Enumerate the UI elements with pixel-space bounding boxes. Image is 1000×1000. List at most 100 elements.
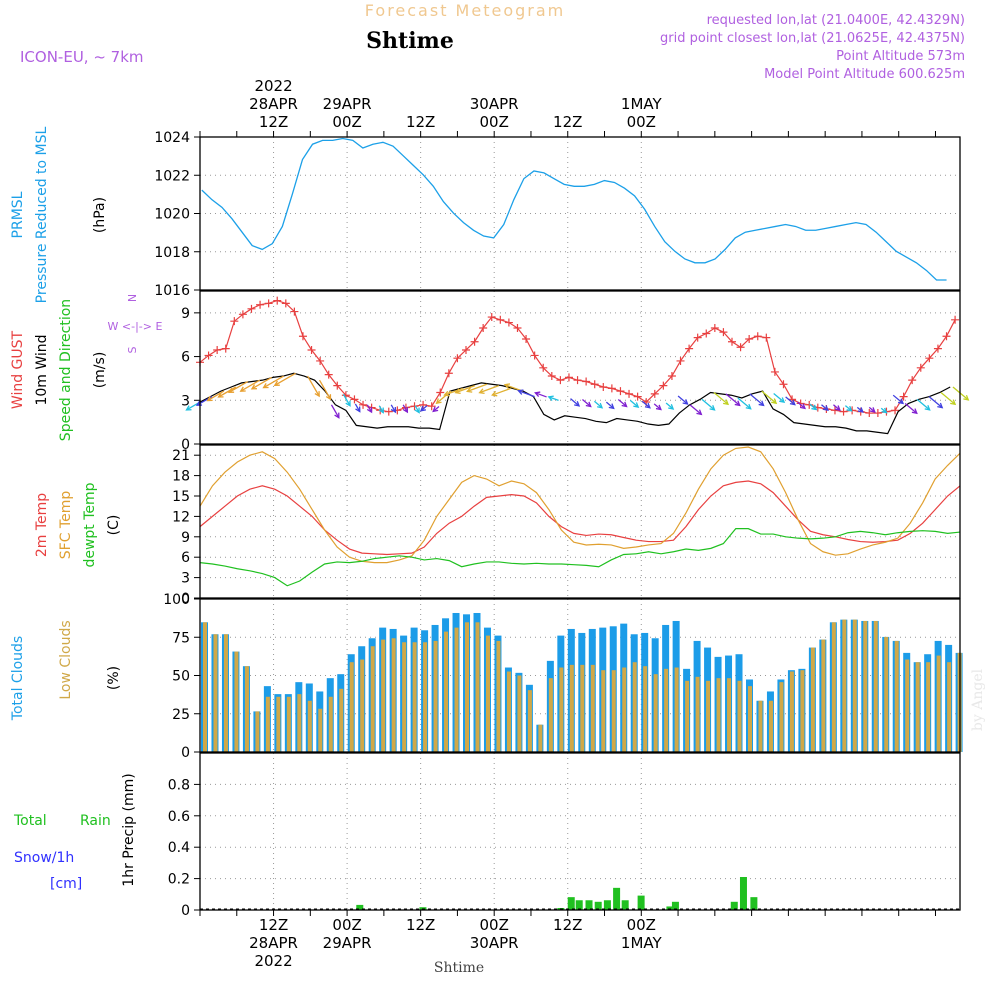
wind-arrow-head — [355, 406, 361, 413]
wind-direction-arrow — [390, 404, 396, 413]
gust-marker — [479, 324, 488, 333]
sfc-temp-line — [199, 446, 961, 564]
gust-marker — [556, 376, 565, 385]
wind-direction-arrow — [737, 397, 752, 410]
wind-direction-arrow — [689, 404, 702, 415]
wind-direction-arrow — [773, 392, 785, 403]
gust-marker — [504, 318, 513, 327]
wind-direction-arrow — [342, 393, 351, 407]
compass-we: W <-|-> E — [108, 320, 163, 333]
low-cloud-bar — [842, 619, 847, 752]
wind-direction-arrow — [263, 375, 284, 389]
gust-marker — [702, 329, 711, 338]
model-altitude: Model Point Altitude 600.625m — [764, 67, 965, 82]
wind-direction-arrow — [228, 380, 249, 393]
gust-marker — [513, 324, 522, 333]
wind-direction-arrow — [444, 387, 464, 396]
top-time-label: 30APR — [470, 95, 519, 113]
faint-title: Forecast Meteogram — [365, 1, 565, 20]
gust-marker — [925, 354, 934, 363]
total-clouds-label: Total Clouds — [10, 636, 26, 721]
gust-marker — [582, 377, 591, 386]
wind-arrow-head — [419, 405, 426, 412]
wind-direction-arrow — [641, 400, 651, 409]
rain-bar — [594, 901, 602, 910]
gust-marker — [264, 299, 273, 308]
gust-marker — [444, 369, 453, 378]
wind-arrow-head — [334, 412, 340, 419]
gust-marker — [573, 376, 582, 385]
low-cloud-bar — [402, 642, 407, 752]
bottom-time-label: 1MAY — [621, 934, 663, 952]
wind-ytick-label: 6 — [181, 350, 190, 366]
wind-arrow-head — [390, 407, 397, 414]
low-cloud-bar — [768, 700, 773, 752]
wind-arrow-head — [722, 399, 730, 406]
gust-marker — [496, 315, 505, 324]
low-cloud-bar — [800, 670, 805, 752]
low-cloud-bar — [643, 666, 648, 752]
gust-marker — [710, 324, 719, 333]
low-cloud-bar — [716, 678, 721, 752]
wind-direction-arrow — [240, 379, 261, 392]
low-cloud-bar — [706, 680, 711, 752]
gust-marker — [564, 373, 573, 382]
wind-arrow-head — [963, 394, 970, 401]
pressure-ytick-label: 1016 — [154, 283, 190, 299]
wind-arrow-head — [239, 386, 246, 392]
cloud-frame — [199, 598, 961, 753]
wind-direction-arrow — [701, 398, 715, 411]
precip-unit: 1hr Precip (mm) — [121, 773, 137, 886]
wind-arrow-head — [857, 407, 864, 413]
gust-marker — [633, 392, 642, 401]
gust-marker — [951, 315, 960, 324]
gust-marker — [427, 402, 436, 411]
watermark: by Angel — [970, 668, 986, 731]
low-cloud-bar — [601, 670, 606, 752]
gust-marker — [873, 409, 882, 418]
wind-direction-arrow — [892, 394, 904, 404]
wind-arrow-head — [227, 387, 235, 393]
low-cloud-bar — [328, 696, 333, 752]
wind-direction-arrow — [821, 404, 829, 411]
gust-marker — [607, 384, 616, 393]
pressure-ytick-label: 1022 — [154, 168, 190, 184]
wind-arrow-head — [644, 402, 651, 409]
wind-direction-arrow — [593, 400, 603, 409]
rain-label: Rain — [80, 813, 111, 829]
bottom-time-label: 12Z — [406, 916, 435, 934]
gust-marker — [324, 370, 333, 379]
low-cloud-bar — [947, 662, 952, 752]
wind-direction-arrow — [479, 385, 500, 394]
snow-label: Snow/1h — [14, 850, 74, 866]
wind-arrow-head — [846, 405, 853, 412]
wind-direction-arrow — [605, 401, 615, 409]
low-cloud-bar — [234, 651, 239, 752]
wind-dir-label: Speed and Direction — [58, 299, 74, 441]
wind-arrow-head — [734, 400, 741, 407]
pressure-ytick-label: 1024 — [154, 130, 190, 146]
gust-marker — [590, 380, 599, 389]
low-cloud-bar — [863, 620, 868, 752]
precip-ytick-label: 0.4 — [168, 840, 190, 856]
gust-marker — [487, 313, 496, 322]
low-cloud-bar — [391, 638, 396, 752]
cloud-ytick-label: 0 — [181, 745, 190, 761]
gust-marker — [650, 389, 659, 398]
gust-marker — [805, 400, 814, 409]
low-cloud-bar — [884, 636, 889, 752]
wind-arrow-head — [771, 398, 778, 405]
wind-direction-arrow — [582, 399, 592, 407]
gust-marker — [290, 307, 299, 316]
temp-ytick-label: 9 — [181, 530, 190, 546]
wind-arrow-head — [273, 380, 280, 386]
wind-ytick-label: 0 — [181, 437, 190, 453]
wind-arrow-head — [668, 404, 675, 410]
wind-direction-arrow — [653, 403, 662, 411]
temp-unit: (C) — [106, 515, 122, 536]
low-cloud-bar — [695, 676, 700, 752]
wind-direction-arrow — [725, 393, 741, 406]
wind-arrow-head — [262, 383, 269, 389]
low-cloud-bar — [873, 620, 878, 752]
pressure-frame — [199, 136, 961, 291]
